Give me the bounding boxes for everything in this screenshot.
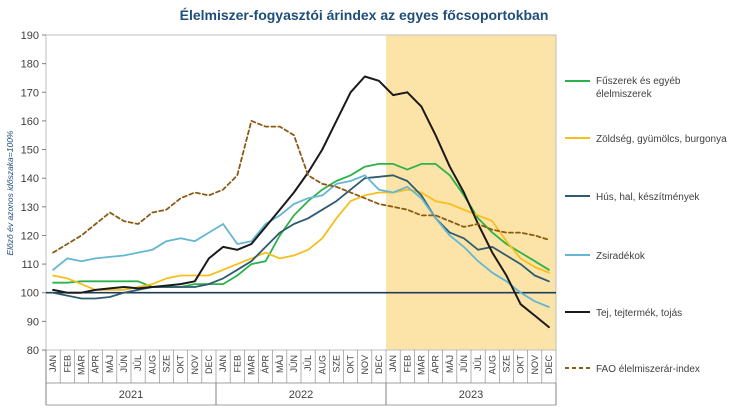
x-tick-label: MÁJ: [275, 355, 285, 373]
x-tick-label: MÁR: [76, 355, 86, 376]
x-tick-label: FEB: [62, 355, 72, 373]
year-label: 2022: [289, 389, 313, 401]
x-tick-label: AUG: [317, 355, 327, 375]
axes: 80 90 100 110 120 130 140 150 160 170 180 190 JAN FEB…: [21, 30, 557, 406]
chart-title: Élelmiszer-fogyasztói árindex az egyes f…: [180, 7, 549, 23]
y-tick-label: 80: [27, 345, 39, 357]
x-tick-label: AUG: [487, 355, 497, 375]
x-tick-label: OKT: [176, 355, 186, 374]
y-tick-label: 160: [21, 116, 39, 128]
legend-label: Tej, tejtermék, tojás: [596, 308, 682, 319]
y-tick-label: 100: [21, 288, 39, 300]
y-tick-label: 180: [21, 59, 39, 71]
legend-label: Hús, hal, készítmények: [596, 192, 700, 203]
y-tick-label: 150: [21, 145, 39, 157]
x-tick-label: JAN: [218, 355, 228, 372]
series-line: [52, 174, 550, 300]
x-tick-label: ÁPR: [91, 355, 101, 374]
x-tick-label: FEB: [402, 355, 412, 373]
x-tick-label: MÁR: [416, 355, 426, 376]
year-label: 2021: [119, 389, 143, 401]
x-tick-label: OKT: [346, 355, 356, 374]
series-line: [52, 75, 550, 329]
y-tick-label: 170: [21, 87, 39, 99]
legend-label: FAO élelmiszerár-index: [596, 364, 700, 375]
x-tick-label: JAN: [48, 355, 58, 372]
x-tick-label: AUG: [147, 355, 157, 375]
y-tick-label: 90: [27, 316, 39, 328]
year-label: 2023: [459, 389, 483, 401]
y-tick-label: 120: [21, 230, 39, 242]
series-lines: [52, 75, 550, 329]
x-tick-label: SZE: [161, 355, 171, 373]
x-tick-label: SZE: [501, 355, 511, 373]
y-tick-label: 140: [21, 173, 39, 185]
x-tick-label: MÁJ: [105, 355, 115, 373]
x-tick-label: DEC: [204, 355, 214, 375]
y-tick-label: 130: [21, 202, 39, 214]
x-tick-label: JÚN: [289, 355, 299, 373]
forecast-highlight-band: [386, 35, 556, 350]
x-tick-label: FEB: [232, 355, 242, 373]
x-tick-label: DEC: [374, 355, 384, 375]
x-tick-label: NOV: [360, 355, 370, 375]
x-tick-label: ÁPR: [261, 355, 271, 374]
legend: Fűszerek és egyéb élelmiszerek Zöldség, gy…: [565, 76, 727, 375]
legend-label: Zsiradékok: [596, 251, 646, 262]
x-tick-label: MÁR: [246, 355, 256, 376]
y-tick-label: 110: [21, 259, 39, 271]
series-line: [52, 120, 550, 254]
series-line: [52, 174, 550, 308]
x-tick-label: ÁPR: [431, 355, 441, 374]
x-tick-label: JÚL: [303, 355, 313, 371]
legend-label-line: élelmiszerek: [596, 89, 653, 100]
legend-label: Zöldség, gyümölcs, burgonya: [596, 134, 727, 145]
x-tick-label: JÚN: [119, 355, 129, 373]
y-tick-label: 190: [21, 30, 39, 42]
x-tick-label: NOV: [190, 355, 200, 375]
legend-label: Fűszerek és egyéb élelmiszerek: [596, 76, 681, 100]
x-tick-label: JAN: [388, 355, 398, 372]
legend-label-line: Fűszerek és egyéb: [596, 76, 681, 87]
x-tick-label: JÚL: [133, 355, 143, 371]
x-tick-label: OKT: [516, 355, 526, 374]
y-axis-label: Előző év azonos időszaka=100%: [5, 130, 15, 255]
x-tick-label: JÚN: [459, 355, 469, 373]
x-tick-label: JÚL: [473, 355, 483, 371]
x-tick-label: DEC: [544, 355, 554, 375]
x-tick-label: MÁJ: [445, 355, 455, 373]
x-tick-label: NOV: [530, 355, 540, 375]
x-tick-label: SZE: [331, 355, 341, 373]
